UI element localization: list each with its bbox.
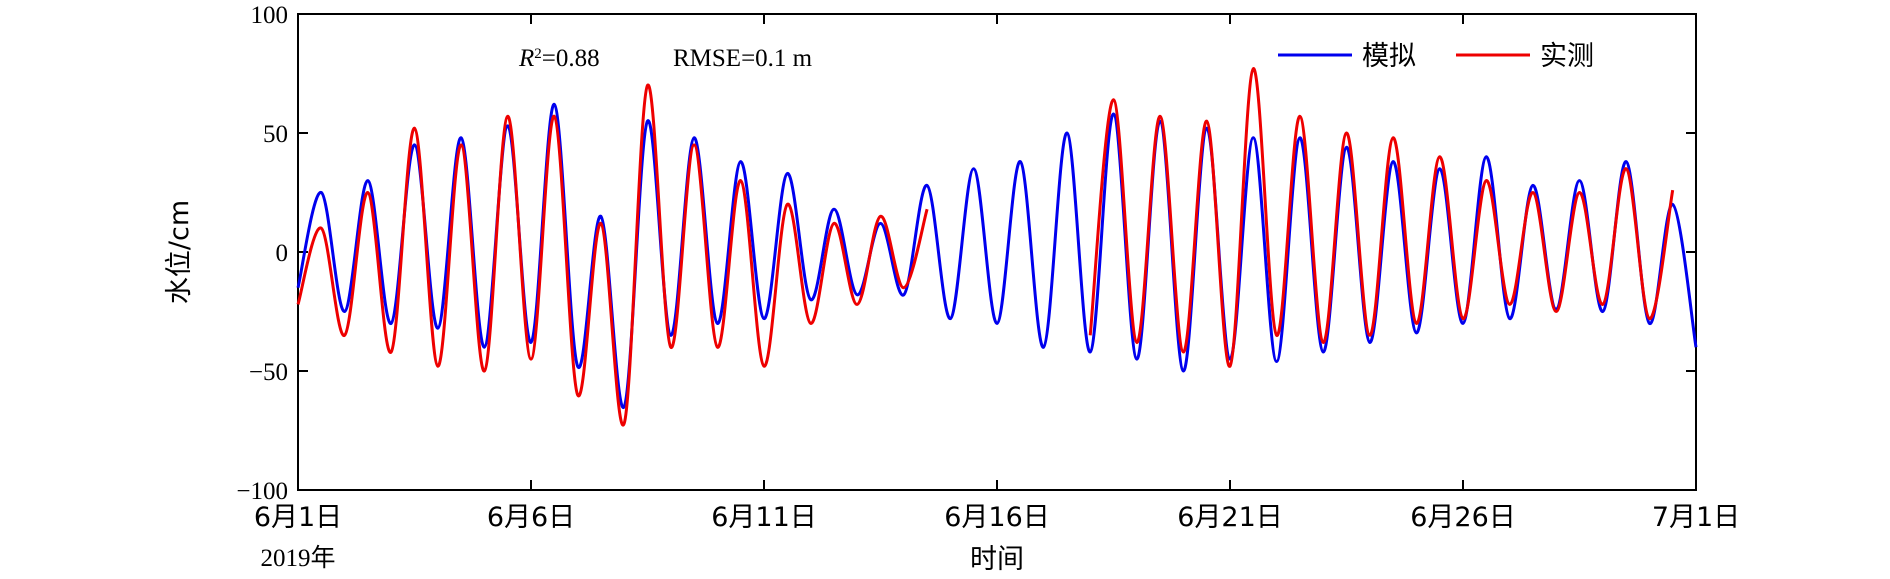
series-line-observed xyxy=(1088,67,1675,368)
x-tick-label: 6月11日 xyxy=(711,502,817,533)
y-axis-ticks: −100 −50 0 50 100 xyxy=(236,2,1696,505)
x-axis-ticks: 6月1日 6月6日 6月11日 6月16日 6月21日 6月26日 7月1日 xyxy=(254,14,1740,533)
series-line-simulated xyxy=(296,102,1698,409)
y-axis-title: 水位/cm xyxy=(164,200,195,304)
x-tick-label: 6月26日 xyxy=(1410,502,1516,533)
series-line-observed xyxy=(296,83,929,427)
r2-superscript: 2 xyxy=(534,46,542,62)
x-tick-label: 6月16日 xyxy=(944,502,1050,533)
x-tick-label: 6月6日 xyxy=(487,502,575,533)
y-tick-label: 50 xyxy=(263,121,288,148)
plot-frame xyxy=(297,13,1697,491)
x-tick-label: 6月1日 xyxy=(254,502,342,533)
series-group xyxy=(296,67,1698,427)
y-tick-label: −50 xyxy=(249,359,288,386)
r2-symbol: R xyxy=(518,45,534,72)
x-axis-title: 时间 xyxy=(970,544,1024,575)
y-tick-label: 100 xyxy=(251,2,289,29)
r2-annotation: R2=0.88 xyxy=(518,45,600,72)
rmse-annotation: RMSE=0.1 m xyxy=(673,45,813,72)
legend-label-simulated: 模拟 xyxy=(1362,41,1416,72)
y-tick-label: −100 xyxy=(236,478,288,505)
legend-label-observed: 实测 xyxy=(1540,41,1594,72)
year-label: 2019年 xyxy=(260,544,335,572)
r2-value: =0.88 xyxy=(542,45,600,72)
x-tick-label: 7月1日 xyxy=(1652,502,1740,533)
y-tick-label: 0 xyxy=(276,240,289,267)
legend: 模拟 实测 xyxy=(1278,41,1594,72)
x-tick-label: 6月21日 xyxy=(1177,502,1283,533)
